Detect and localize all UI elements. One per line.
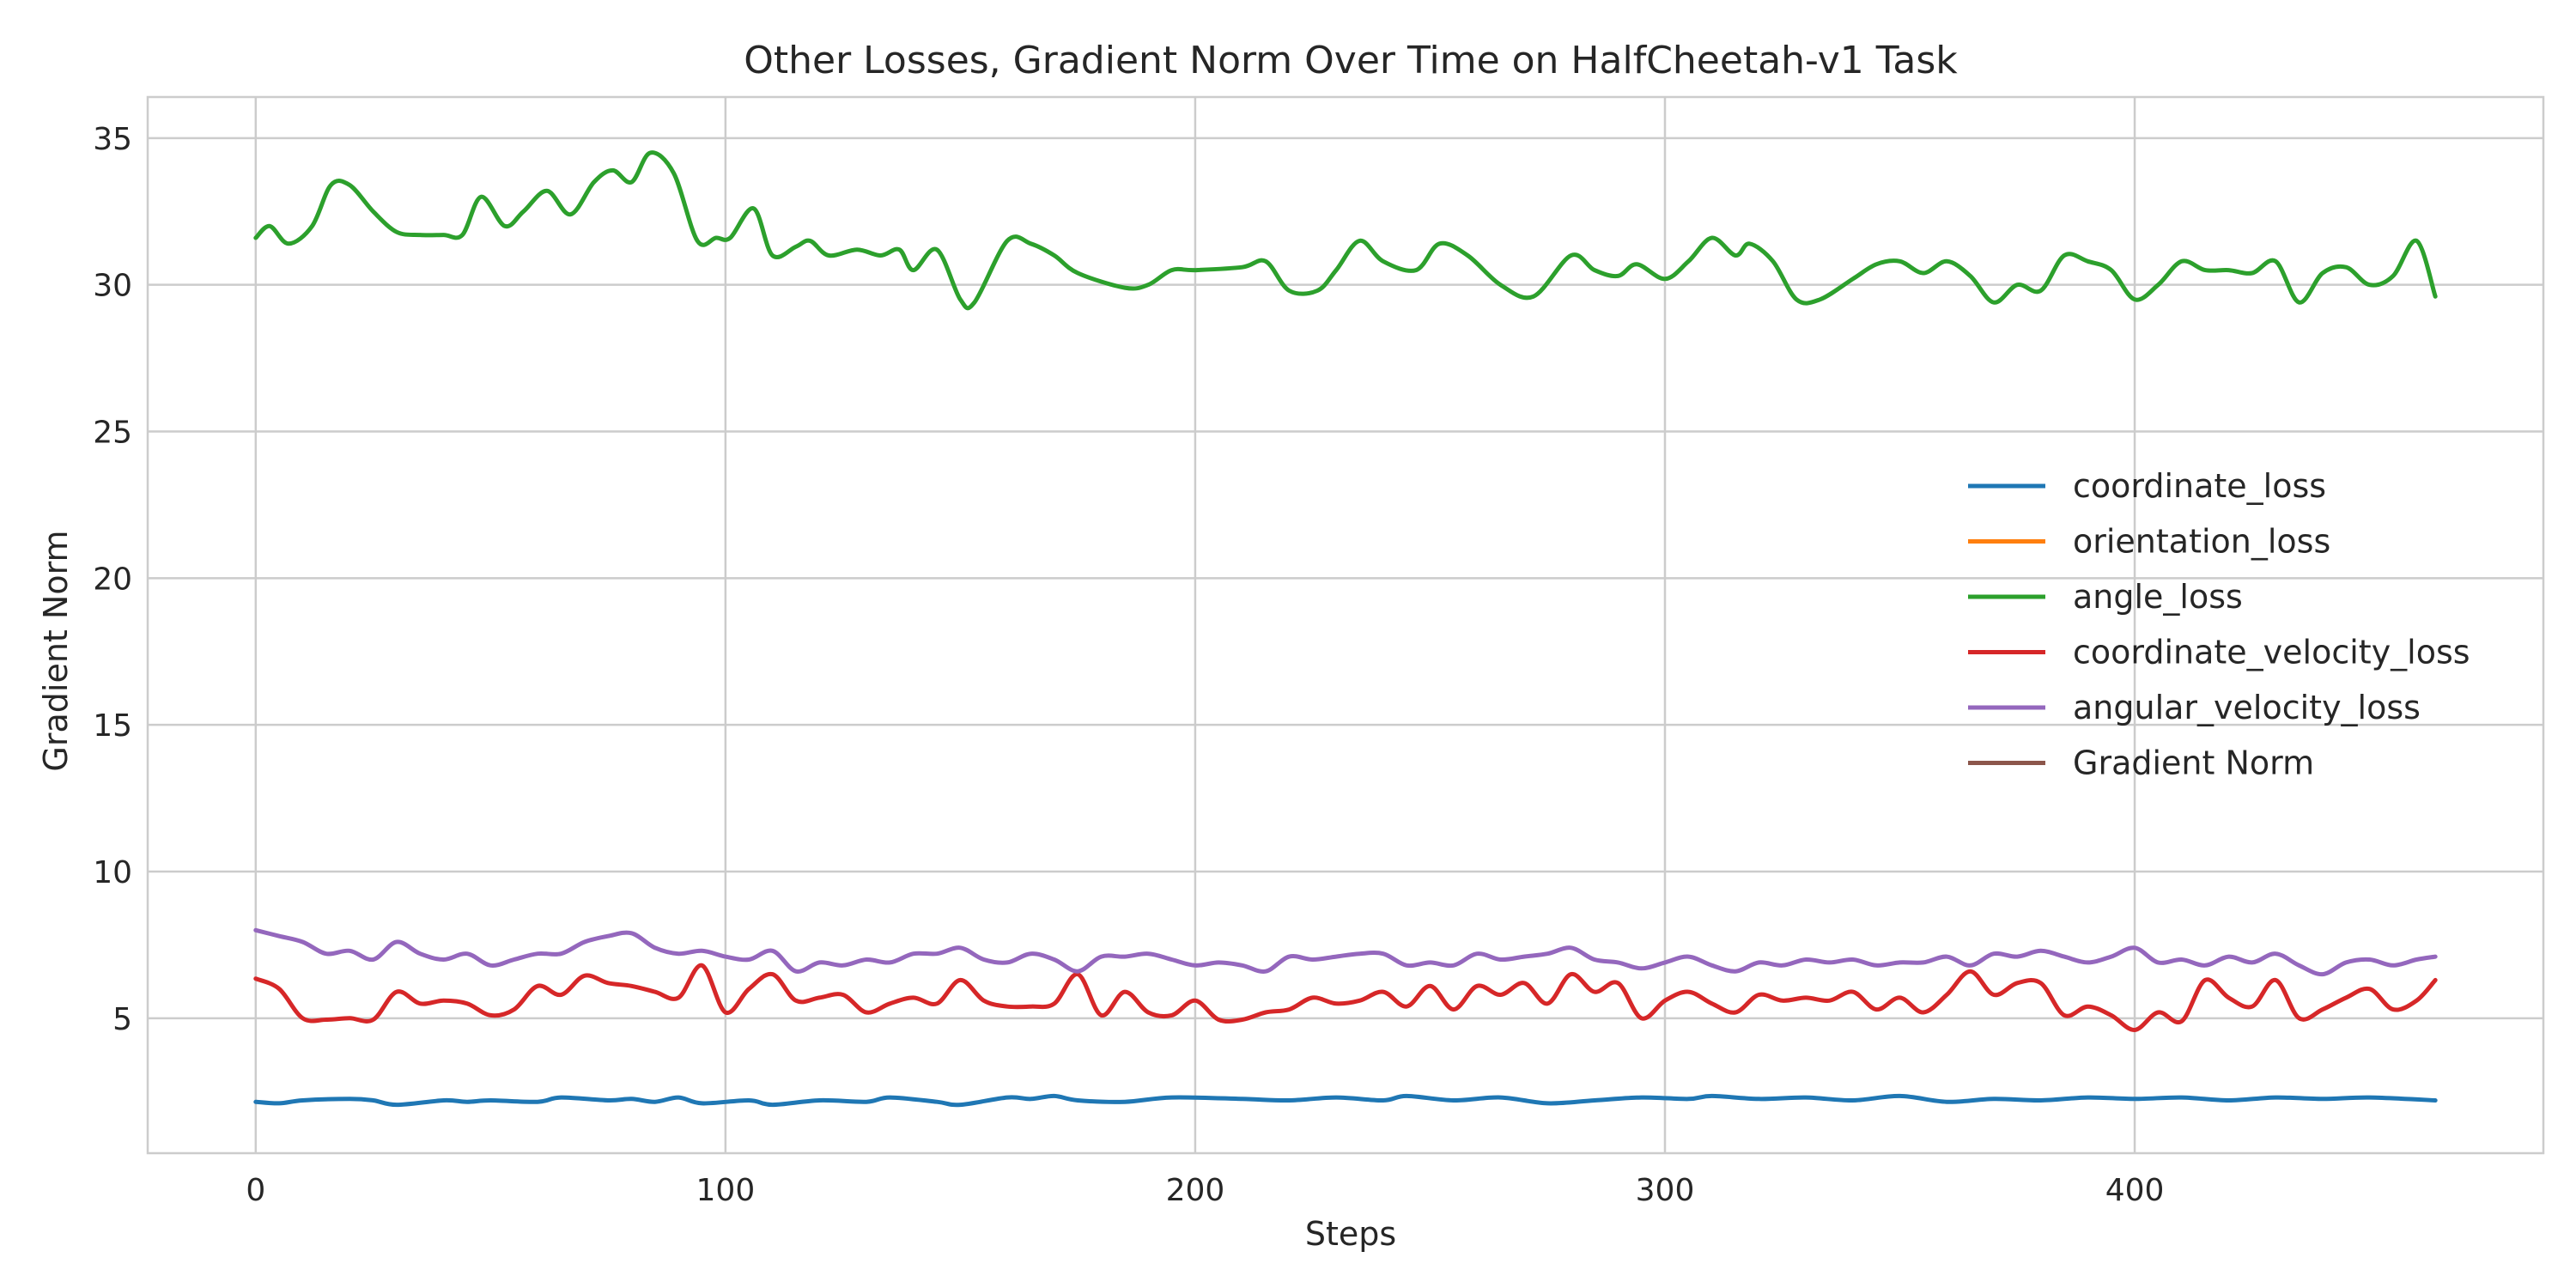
chart-title: Other Losses, Gradient Norm Over Time on… bbox=[744, 39, 1958, 82]
legend-label-angle-loss: angle_loss bbox=[2073, 578, 2243, 616]
y-tick-label: 15 bbox=[93, 708, 132, 744]
x-axis-label: Steps bbox=[1305, 1215, 1396, 1253]
y-tick-label: 20 bbox=[93, 562, 132, 597]
y-tick-label: 35 bbox=[93, 122, 132, 157]
tick-layer: 0 100 200 300 400 5 10 15 20 25 30 35 bbox=[93, 122, 2164, 1208]
y-tick-label: 5 bbox=[112, 1002, 132, 1037]
legend-label-coordinate-velocity-loss: coordinate_velocity_loss bbox=[2073, 634, 2470, 671]
series-line-coordinate-velocity-loss bbox=[253, 963, 2438, 1032]
plot-frame bbox=[146, 95, 2545, 1155]
series-layer bbox=[253, 150, 2438, 1108]
legend-label-gradient-norm: Gradient Norm bbox=[2073, 744, 2314, 782]
x-tick-label: 200 bbox=[1166, 1173, 1225, 1208]
series-line-angular-velocity-loss bbox=[253, 927, 2438, 977]
y-axis-label: Gradient Norm bbox=[37, 530, 75, 771]
x-tick-label: 0 bbox=[246, 1173, 265, 1208]
legend-label-coordinate-loss: coordinate_loss bbox=[2073, 467, 2326, 505]
series-line-coordinate-loss bbox=[253, 1093, 2438, 1108]
series-line-angle-loss bbox=[253, 150, 2438, 311]
y-tick-label: 25 bbox=[93, 416, 132, 451]
y-tick-label: 10 bbox=[93, 855, 132, 890]
legend-label-orientation-loss: orientation_loss bbox=[2073, 523, 2330, 561]
legend: coordinate_loss orientation_loss angle_los… bbox=[1968, 467, 2470, 782]
x-tick-label: 300 bbox=[1636, 1173, 1695, 1208]
grid-layer bbox=[148, 97, 2543, 1153]
legend-label-angular-velocity-loss: angular_velocity_loss bbox=[2073, 689, 2421, 726]
x-tick-label: 100 bbox=[696, 1173, 756, 1208]
y-tick-label: 30 bbox=[93, 269, 132, 304]
x-tick-label: 400 bbox=[2105, 1173, 2165, 1208]
